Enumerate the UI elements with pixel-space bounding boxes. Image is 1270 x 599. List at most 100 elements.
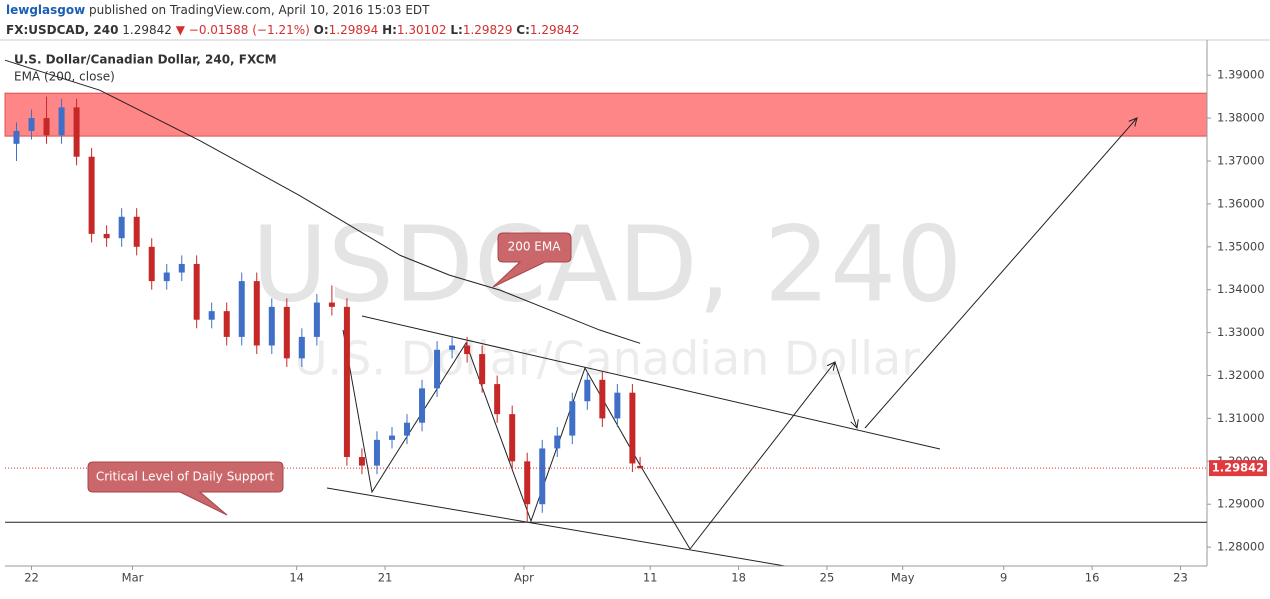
ohlc-label: L: xyxy=(450,23,462,37)
candle-body xyxy=(268,306,275,346)
last-price: 1.29842 xyxy=(122,23,172,37)
x-tick-label: May xyxy=(891,571,915,585)
candle-body xyxy=(73,107,80,157)
y-tick-label: 1.38000 xyxy=(1217,111,1265,125)
candle-body xyxy=(193,263,200,320)
watermark: USDCAD, 240 xyxy=(252,203,963,325)
candle-body xyxy=(43,118,50,136)
last-price-label: 1.29842 xyxy=(1212,461,1264,475)
callout: 200 EMA xyxy=(492,232,572,288)
candle-body xyxy=(58,107,65,136)
callout-text: 200 EMA xyxy=(508,240,562,254)
channel-upper xyxy=(361,315,941,450)
candle-body xyxy=(464,345,471,355)
candle-body xyxy=(223,311,230,337)
projection-arrow xyxy=(689,362,835,550)
candle-body xyxy=(358,457,365,466)
candle-body xyxy=(178,263,185,273)
callout-bubble xyxy=(492,232,572,288)
candle-body xyxy=(298,336,305,359)
y-tick-label: 1.35000 xyxy=(1217,239,1265,253)
candle-body xyxy=(208,311,215,320)
watermark: U.S. Dollar/Canadian Dollar xyxy=(294,332,920,386)
candle-body xyxy=(253,281,260,346)
ohlc-label: C: xyxy=(516,23,530,37)
candle-body xyxy=(313,302,320,337)
candle-body xyxy=(599,379,606,419)
channel-lower xyxy=(326,487,786,567)
projection-arrow xyxy=(864,118,1137,429)
candle-body xyxy=(449,345,456,350)
candle-body xyxy=(328,302,335,307)
callout-bubble xyxy=(87,461,284,516)
candle-body xyxy=(614,392,621,419)
candle-body xyxy=(373,439,380,466)
candle-body xyxy=(569,401,576,436)
candle-body xyxy=(283,306,290,359)
candle-body xyxy=(388,435,395,440)
y-tick-label: 1.36000 xyxy=(1217,196,1265,210)
candle-body xyxy=(118,216,125,239)
projection-arrow xyxy=(834,361,857,428)
legend-series: U.S. Dollar/Canadian Dollar, 240, FXCM xyxy=(14,53,277,67)
candle-body xyxy=(133,216,140,247)
candle-body xyxy=(103,233,110,239)
publish-text: published on TradingView.com, April 10, … xyxy=(89,3,430,17)
candle-body xyxy=(509,414,516,462)
y-tick-label: 1.29000 xyxy=(1217,497,1265,511)
x-tick-label: Apr xyxy=(514,571,534,585)
candle-body xyxy=(584,379,591,402)
x-tick-label: 14 xyxy=(289,571,304,585)
y-tick-label: 1.37000 xyxy=(1217,153,1265,167)
ohlc-label: H: xyxy=(382,23,397,37)
candle-body xyxy=(13,130,20,144)
candle-body xyxy=(494,384,501,415)
candle-body xyxy=(554,435,561,449)
y-tick-label: 1.39000 xyxy=(1217,68,1265,82)
y-tick-label: 1.31000 xyxy=(1217,411,1265,425)
publisher-line: lewglasgow published on TradingView.com,… xyxy=(6,3,430,17)
candle-body xyxy=(419,388,426,423)
x-tick-label: 9 xyxy=(1000,571,1007,585)
x-tick-label: 25 xyxy=(820,571,835,585)
callout: Critical Level of Daily Support xyxy=(87,461,284,516)
change: ▼ −0.01588 (−1.21%) xyxy=(176,23,310,37)
x-tick-label: 23 xyxy=(1173,571,1188,585)
x-tick-label: 16 xyxy=(1085,571,1100,585)
x-tick-label: 11 xyxy=(643,571,658,585)
candle-body xyxy=(629,392,636,464)
candle-body xyxy=(88,156,95,234)
candle-body xyxy=(404,422,411,436)
candle-body xyxy=(637,465,644,469)
last-price-box xyxy=(1209,460,1267,477)
ohlc-value: 1.29829 xyxy=(463,23,513,37)
legend-ema: EMA (200, close) xyxy=(14,70,115,84)
y-tick-label: 1.34000 xyxy=(1217,282,1265,296)
x-tick-label: 22 xyxy=(24,571,39,585)
x-tick-label: Mar xyxy=(122,571,144,585)
y-tick-label: 1.33000 xyxy=(1217,325,1265,339)
symbol: FX:USDCAD, 240 xyxy=(6,23,118,37)
y-tick-label: 1.32000 xyxy=(1217,368,1265,382)
quote-line: FX:USDCAD, 240 1.29842 ▼ −0.01588 (−1.21… xyxy=(6,23,580,37)
candle-body xyxy=(148,246,155,282)
y-tick-label: 1.28000 xyxy=(1217,540,1265,554)
candle-body xyxy=(163,272,170,282)
ohlc-value: 1.29894 xyxy=(329,23,379,37)
candle-body xyxy=(343,306,350,458)
candle-body xyxy=(434,349,441,389)
ohlc-value: 1.30102 xyxy=(397,23,447,37)
candle-body xyxy=(539,448,546,505)
x-tick-label: 21 xyxy=(378,571,393,585)
candle-body xyxy=(479,354,486,385)
resistance-zone xyxy=(4,92,1208,137)
candle-body xyxy=(238,281,245,337)
callout-text: Critical Level of Daily Support xyxy=(96,470,275,484)
ema-line xyxy=(4,59,641,344)
ohlc-label: O: xyxy=(314,23,329,37)
drawings xyxy=(326,118,1137,567)
author: lewglasgow xyxy=(6,3,85,17)
ohlc-value: 1.29842 xyxy=(530,23,580,37)
